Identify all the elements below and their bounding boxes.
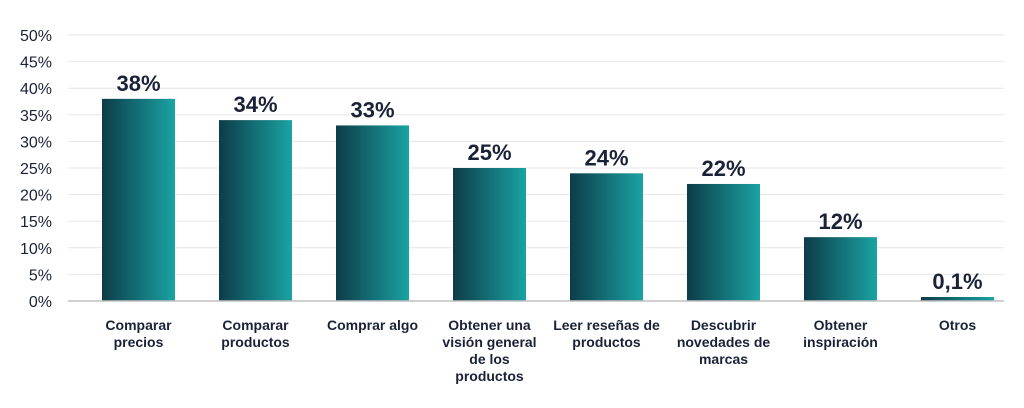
data-label: 38%: [116, 71, 160, 96]
y-tick-label: 30%: [20, 134, 52, 151]
y-tick-label: 45%: [20, 55, 52, 72]
y-axis-tick-labels: 0% 5% 10% 15% 20% 25% 30% 35% 40% 45% 50%: [20, 28, 52, 311]
y-tick-label: 10%: [20, 241, 52, 258]
bar: [219, 120, 292, 302]
bar: [570, 173, 643, 301]
category-label: Otros: [939, 317, 977, 333]
bar: [102, 98, 175, 301]
y-tick-label: 40%: [20, 81, 52, 98]
category-label: Obtener inspiración: [803, 317, 878, 350]
value-labels: 38% 34% 33% 25% 24% 22% 12% 0,1%: [116, 71, 982, 294]
y-tick-label: 15%: [20, 214, 52, 231]
y-tick-label: 50%: [20, 28, 52, 45]
bar: [453, 168, 526, 301]
data-label: 12%: [818, 209, 862, 234]
data-label: 0,1%: [932, 269, 982, 294]
data-label: 24%: [584, 145, 628, 170]
category-label: Comparar productos: [221, 317, 290, 350]
category-label: Obtener una visión general de los productos: [442, 317, 536, 384]
y-tick-label: 0%: [29, 294, 52, 311]
data-label: 22%: [701, 156, 745, 181]
data-label: 34%: [233, 92, 277, 117]
category-label: Leer reseñas de productos: [553, 317, 660, 350]
category-label: Comprar algo: [327, 317, 418, 333]
bar: [804, 237, 877, 301]
bar: [336, 125, 409, 301]
category-label: Descubrir novedades de marcas: [677, 317, 771, 367]
data-label: 25%: [467, 140, 511, 165]
y-tick-label: 20%: [20, 188, 52, 205]
bars: [102, 98, 994, 302]
y-tick-label: 5%: [29, 267, 52, 284]
y-tick-label: 35%: [20, 108, 52, 125]
data-label: 33%: [350, 97, 394, 122]
bar: [687, 183, 760, 301]
category-label: Comparar precios: [105, 317, 172, 350]
y-tick-label: 25%: [20, 161, 52, 178]
bar: [921, 297, 994, 301]
category-labels: Comparar precios Comparar productos Comprar …: [105, 317, 976, 384]
